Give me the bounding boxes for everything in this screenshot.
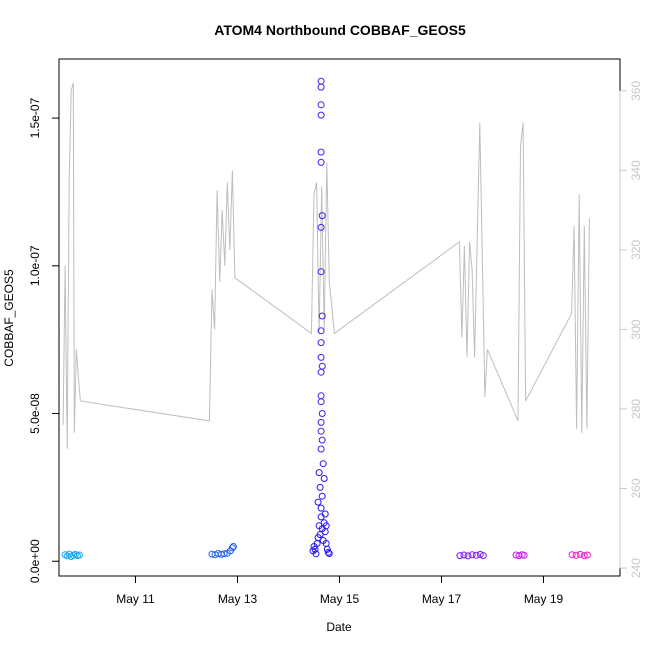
data-point <box>460 551 468 559</box>
data-point <box>317 398 325 406</box>
data-point <box>323 545 331 553</box>
secondary-series-line <box>62 82 590 449</box>
data-point <box>515 552 523 560</box>
y2-tick-label: 340 <box>629 160 643 180</box>
axes-layer: May 11 May 13 May 15 May 17 May 19 0.0e+00 5.0… <box>28 80 643 606</box>
data-point <box>318 362 326 370</box>
data-point <box>312 550 320 558</box>
data-point <box>317 158 325 166</box>
data-point <box>576 550 584 558</box>
data-point <box>568 551 576 559</box>
y2-tick-label: 360 <box>629 80 643 100</box>
data-point <box>318 312 326 320</box>
y-tick-label: 5.0e-08 <box>28 393 42 434</box>
data-point <box>317 504 325 512</box>
data-point <box>325 550 333 557</box>
data-point <box>319 460 327 468</box>
data-point <box>456 552 464 560</box>
data-point <box>220 550 228 558</box>
points-layer <box>61 77 591 560</box>
data-point <box>317 427 325 435</box>
data-point <box>317 418 325 426</box>
data-point <box>321 510 329 518</box>
data-point <box>318 410 326 417</box>
data-point <box>317 353 325 361</box>
data-point <box>318 436 326 444</box>
data-point <box>583 551 591 559</box>
data-point <box>320 475 328 482</box>
chart-title: ATOM4 Northbound COBBAF_GEOS5 <box>214 22 466 38</box>
data-point <box>318 212 326 220</box>
data-point <box>317 223 325 231</box>
y-tick-label: 1.0e-07 <box>28 245 42 286</box>
data-point <box>472 551 480 559</box>
y2-tick-label: 300 <box>629 319 643 339</box>
x-tick-label: May 13 <box>218 592 258 606</box>
data-point <box>317 268 325 276</box>
y-tick-label: 1.5e-07 <box>28 97 42 138</box>
y-tick-label: 0.0e+00 <box>28 539 42 583</box>
data-point <box>317 101 325 109</box>
y2-tick-label: 260 <box>629 478 643 498</box>
data-point <box>317 445 325 453</box>
data-point <box>322 522 330 530</box>
x-tick-label: May 19 <box>524 592 564 606</box>
data-point <box>520 551 528 559</box>
data-point <box>324 548 332 556</box>
data-point <box>75 551 83 559</box>
data-point <box>580 552 588 560</box>
secondary-line-layer <box>62 82 590 449</box>
data-point <box>317 327 325 335</box>
y2-tick-label: 280 <box>629 399 643 419</box>
data-point <box>317 339 325 347</box>
x-tick-label: May 17 <box>422 592 462 606</box>
y-axis-label: COBBAF_GEOS5 <box>2 269 16 367</box>
data-point <box>311 545 319 553</box>
y2-tick-label: 240 <box>629 558 643 578</box>
data-point <box>479 552 487 560</box>
data-point <box>572 551 580 559</box>
x-axis-label: Date <box>326 620 352 634</box>
x-tick-label: May 11 <box>116 592 155 606</box>
data-point <box>464 552 472 560</box>
data-point <box>229 543 237 550</box>
data-point <box>317 111 325 119</box>
data-point <box>314 498 322 506</box>
data-point <box>317 83 325 91</box>
data-point <box>316 531 324 539</box>
data-point <box>315 469 323 477</box>
data-point <box>317 148 325 156</box>
data-point <box>468 551 476 559</box>
y2-tick-label: 320 <box>629 240 643 260</box>
x-tick-label: May 15 <box>320 592 360 606</box>
data-point <box>228 544 236 552</box>
data-point <box>316 483 324 491</box>
data-point <box>318 492 326 500</box>
